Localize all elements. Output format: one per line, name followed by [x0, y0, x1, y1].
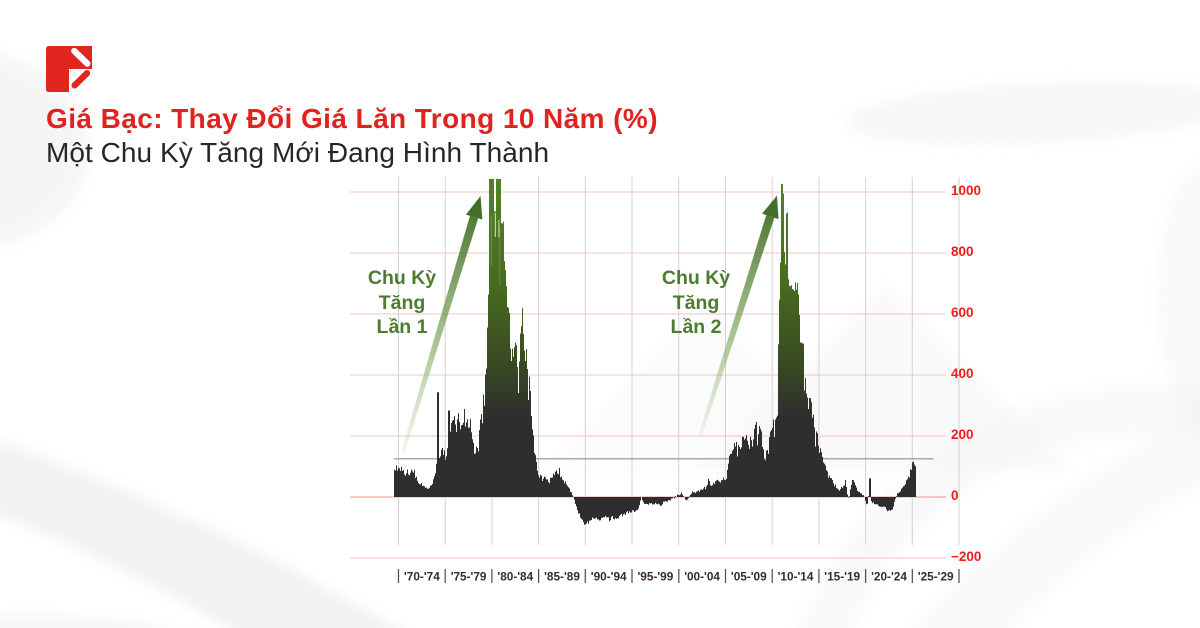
- svg-text:0: 0: [951, 488, 959, 503]
- svg-text:Chu Kỳ: Chu Kỳ: [368, 267, 436, 289]
- svg-text:600: 600: [951, 305, 974, 320]
- svg-text:'75-'79: '75-'79: [451, 570, 487, 584]
- svg-text:−200: −200: [951, 549, 981, 564]
- svg-text:Lần 2: Lần 2: [671, 316, 722, 338]
- svg-text:'05-'09: '05-'09: [731, 570, 767, 584]
- svg-text:'95-'99: '95-'99: [638, 570, 674, 584]
- svg-text:'20-'24: '20-'24: [871, 570, 907, 584]
- svg-text:'85-'89: '85-'89: [544, 570, 580, 584]
- svg-text:Tăng: Tăng: [379, 292, 426, 314]
- svg-text:'15-'19: '15-'19: [824, 570, 860, 584]
- svg-text:'80-'84: '80-'84: [497, 570, 533, 584]
- svg-text:200: 200: [951, 427, 974, 442]
- svg-text:400: 400: [951, 366, 974, 381]
- svg-text:'00-'04: '00-'04: [684, 570, 720, 584]
- svg-text:'10-'14: '10-'14: [778, 570, 814, 584]
- svg-text:'70-'74: '70-'74: [404, 570, 440, 584]
- svg-text:800: 800: [951, 244, 974, 259]
- svg-text:Lần 1: Lần 1: [377, 316, 428, 338]
- svg-text:'25-'29: '25-'29: [918, 570, 954, 584]
- svg-text:1000: 1000: [951, 183, 981, 198]
- svg-text:Tăng: Tăng: [673, 292, 720, 314]
- svg-text:Chu Kỳ: Chu Kỳ: [662, 267, 730, 289]
- svg-text:'90-'94: '90-'94: [591, 570, 627, 584]
